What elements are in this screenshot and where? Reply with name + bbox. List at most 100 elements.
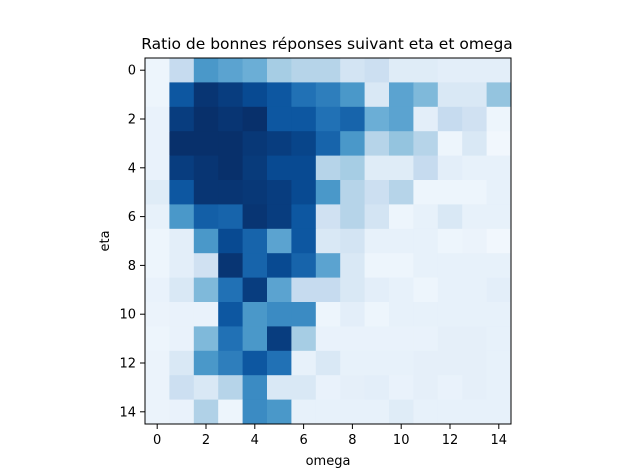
heatmap-cell-7-2 — [193, 228, 219, 254]
heatmap-cell-8-12 — [437, 253, 463, 278]
y-tick-label: 4 — [128, 161, 136, 176]
heatmap-cell-2-14 — [486, 106, 512, 132]
heatmap-cell-6-6 — [291, 204, 317, 230]
heatmap-cell-13-9 — [364, 375, 390, 400]
heatmap-cell-2-9 — [364, 106, 390, 132]
heatmap-cell-10-8 — [340, 302, 365, 327]
heatmap-cell-11-11 — [413, 326, 439, 352]
heatmap-cell-11-2 — [193, 326, 219, 352]
heatmap-cell-6-8 — [340, 204, 365, 230]
heatmap-cell-13-1 — [169, 375, 195, 400]
heatmap-cell-7-7 — [315, 228, 341, 254]
heatmap-cell-4-14 — [486, 155, 512, 181]
heatmap-cell-4-11 — [413, 155, 439, 181]
heatmap-cell-9-10 — [389, 277, 414, 303]
heatmap-cell-1-10 — [389, 82, 414, 108]
heatmap-cell-8-10 — [389, 253, 414, 278]
heatmap-cell-6-7 — [315, 204, 341, 230]
heatmap-cell-5-5 — [267, 180, 292, 205]
heatmap-cell-10-7 — [315, 302, 341, 327]
heatmap-cell-4-13 — [462, 155, 487, 181]
heatmap-cell-2-10 — [389, 106, 414, 132]
heatmap-cell-4-7 — [315, 155, 341, 181]
heatmap-cell-11-6 — [291, 326, 317, 352]
heatmap-cell-7-14 — [486, 228, 512, 254]
heatmap-cell-12-6 — [291, 350, 317, 376]
heatmap-cell-10-14 — [486, 302, 512, 327]
heatmap-cell-6-0 — [145, 204, 170, 230]
heatmap-cell-4-8 — [340, 155, 365, 181]
heatmap-cell-0-6 — [291, 58, 317, 83]
heatmap-cell-9-5 — [267, 277, 292, 303]
heatmap-cell-1-13 — [462, 82, 487, 108]
heatmap-cell-1-9 — [364, 82, 390, 108]
heatmap-cell-2-0 — [145, 106, 170, 132]
heatmap-cell-6-4 — [242, 204, 268, 230]
y-tick-label: 14 — [119, 405, 136, 420]
heatmap-cell-13-3 — [218, 375, 243, 400]
heatmap-cell-1-3 — [218, 82, 243, 108]
heatmap-cell-10-12 — [437, 302, 463, 327]
heatmap-cell-4-3 — [218, 155, 243, 181]
heatmap-cell-9-6 — [291, 277, 317, 303]
heatmap-cell-7-9 — [364, 228, 390, 254]
heatmap-cell-2-1 — [169, 106, 195, 132]
heatmap-cell-5-9 — [364, 180, 390, 205]
heatmap-cell-3-8 — [340, 131, 365, 156]
heatmap-cell-11-14 — [486, 326, 512, 352]
heatmap-cell-0-0 — [145, 58, 170, 83]
heatmap-cell-2-8 — [340, 106, 365, 132]
heatmap-cell-11-12 — [437, 326, 463, 352]
heatmap-cell-6-2 — [193, 204, 219, 230]
heatmap-cell-12-0 — [145, 350, 170, 376]
heatmap-cell-13-12 — [437, 375, 463, 400]
heatmap-cell-14-6 — [291, 399, 317, 425]
heatmap-cell-10-0 — [145, 302, 170, 327]
x-axis: 0 2 4 6 8 10 12 14 — [153, 424, 507, 448]
x-tick-label: 12 — [442, 433, 459, 448]
heatmap-cell-0-1 — [169, 58, 195, 83]
heatmap-cell-8-7 — [315, 253, 341, 278]
heatmap-cell-14-2 — [193, 399, 219, 425]
heatmap-cell-9-14 — [486, 277, 512, 303]
heatmap-cell-7-4 — [242, 228, 268, 254]
heatmap-cell-14-12 — [437, 399, 463, 425]
heatmap-cell-5-3 — [218, 180, 243, 205]
y-tick-label: 8 — [128, 259, 136, 274]
heatmap-cell-13-7 — [315, 375, 341, 400]
heatmap-cell-9-4 — [242, 277, 268, 303]
heatmap-cell-8-0 — [145, 253, 170, 278]
heatmap-cell-11-10 — [389, 326, 414, 352]
y-axis: 0 2 4 6 8 10 12 14 — [119, 64, 145, 420]
heatmap-cell-10-2 — [193, 302, 219, 327]
heatmap-cell-13-2 — [193, 375, 219, 400]
heatmap-cell-9-7 — [315, 277, 341, 303]
heatmap-cell-14-9 — [364, 399, 390, 425]
heatmap-cell-1-5 — [267, 82, 292, 108]
heatmap-cell-12-9 — [364, 350, 390, 376]
heatmap-cells — [145, 58, 512, 425]
heatmap-cell-12-8 — [340, 350, 365, 376]
heatmap-cell-2-6 — [291, 106, 317, 132]
heatmap-cell-5-10 — [389, 180, 414, 205]
heatmap-cell-4-1 — [169, 155, 195, 181]
heatmap-cell-3-13 — [462, 131, 487, 156]
x-tick-label: 14 — [491, 433, 508, 448]
heatmap-cell-13-10 — [389, 375, 414, 400]
heatmap-cell-9-1 — [169, 277, 195, 303]
y-tick-label: 10 — [119, 308, 136, 323]
heatmap-cell-12-10 — [389, 350, 414, 376]
heatmap-cell-3-14 — [486, 131, 512, 156]
heatmap-cell-3-11 — [413, 131, 439, 156]
heatmap-cell-11-7 — [315, 326, 341, 352]
y-tick-label: 2 — [128, 113, 136, 128]
y-axis-label: eta — [98, 230, 113, 251]
heatmap-cell-14-7 — [315, 399, 341, 425]
heatmap-cell-14-13 — [462, 399, 487, 425]
x-tick-label: 6 — [299, 433, 307, 448]
heatmap-cell-0-9 — [364, 58, 390, 83]
heatmap-cell-6-1 — [169, 204, 195, 230]
heatmap-cell-14-5 — [267, 399, 292, 425]
heatmap-cell-13-6 — [291, 375, 317, 400]
